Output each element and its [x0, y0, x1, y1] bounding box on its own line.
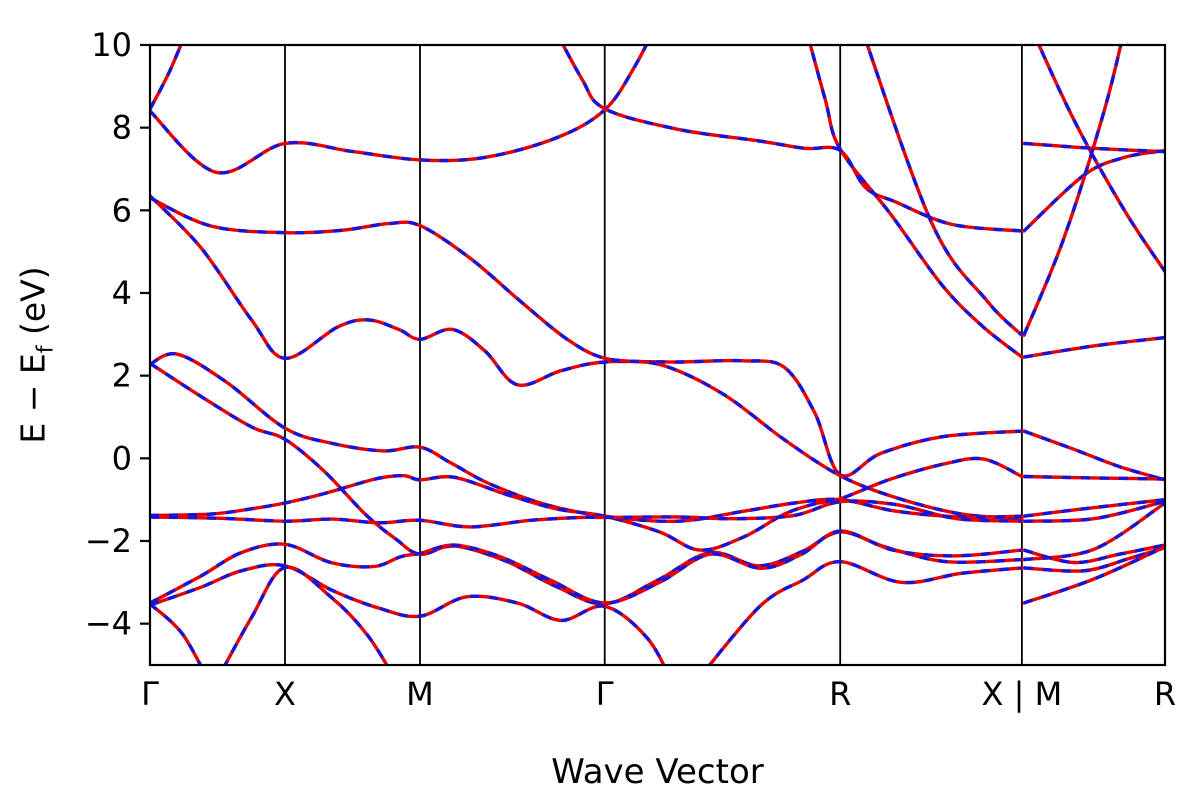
band-line-solid — [223, 565, 389, 665]
band-line-dashed — [150, 45, 649, 175]
band-line-solid — [150, 194, 1024, 478]
band-line-solid — [1022, 148, 1165, 233]
y-tick-label: 0 — [112, 439, 132, 477]
y-axis-title-unit: (eV) — [13, 266, 53, 346]
band-line-solid — [1022, 335, 1165, 359]
y-axis-title: E − Ef (eV) — [14, 266, 59, 443]
y-tick-label: 2 — [112, 357, 132, 395]
band-line-dashed — [1022, 45, 1123, 336]
band-line-solid — [150, 45, 183, 111]
band-line-solid — [1022, 501, 1165, 562]
band-line-solid — [150, 602, 203, 665]
band-line-dashed — [150, 194, 1023, 478]
band-line-solid — [865, 45, 1024, 337]
band-line-dashed — [808, 45, 1023, 359]
y-tick-label: 8 — [112, 109, 132, 147]
band-line-dashed — [1023, 498, 1165, 518]
band-line-dashed — [150, 45, 183, 110]
kpoint-label: X — [274, 675, 296, 713]
y-tick-label: 4 — [112, 274, 132, 312]
band-line-solid — [150, 45, 649, 175]
kpoint-label: X | M — [982, 675, 1063, 713]
plot-area — [150, 45, 1165, 665]
band-line-solid — [1022, 499, 1165, 523]
kpoint-label: Γ — [141, 675, 159, 713]
kpoint-label: Γ — [596, 675, 614, 713]
band-line-dashed — [150, 196, 1023, 520]
band-line-dashed — [1023, 501, 1165, 562]
band-line-solid — [150, 499, 1024, 529]
y-tick-label: −4 — [85, 605, 132, 643]
band-line-dashed — [561, 45, 1023, 233]
kpoint-label: R — [829, 675, 851, 713]
band-line-solid — [561, 45, 1024, 233]
band-line-dashed — [150, 562, 666, 665]
kpoint-label: R — [1154, 675, 1176, 713]
y-axis-title-subscript: f — [33, 345, 59, 354]
band-line-solid — [150, 529, 1024, 605]
band-line-dashed — [1022, 148, 1165, 233]
band-line-dashed — [1023, 545, 1165, 605]
kpoint-label: M — [406, 675, 434, 713]
band-line-dashed — [150, 361, 1022, 606]
band-line-dashed — [223, 565, 389, 665]
band-line-solid — [150, 562, 666, 665]
band-line-dashed — [1037, 45, 1165, 273]
y-tick-label: 6 — [112, 191, 132, 229]
band-line-dashed — [707, 559, 1023, 665]
band-line-dashed — [150, 529, 1023, 605]
y-axis-title-main: E − E — [13, 353, 53, 444]
x-axis-title: Wave Vector — [551, 752, 764, 792]
band-line-dashed — [150, 602, 203, 665]
band-line-solid — [808, 45, 1024, 359]
band-line-solid — [1022, 45, 1123, 337]
band-line-dashed — [150, 456, 1023, 552]
band-line-dashed — [1023, 545, 1165, 573]
band-line-dashed — [1023, 429, 1165, 482]
band-line-dashed — [865, 45, 1024, 337]
plot-border — [148, 43, 1167, 667]
band-line-dashed — [1023, 474, 1165, 481]
y-tick-label: 10 — [91, 26, 132, 64]
y-tick-label: −2 — [85, 522, 132, 560]
